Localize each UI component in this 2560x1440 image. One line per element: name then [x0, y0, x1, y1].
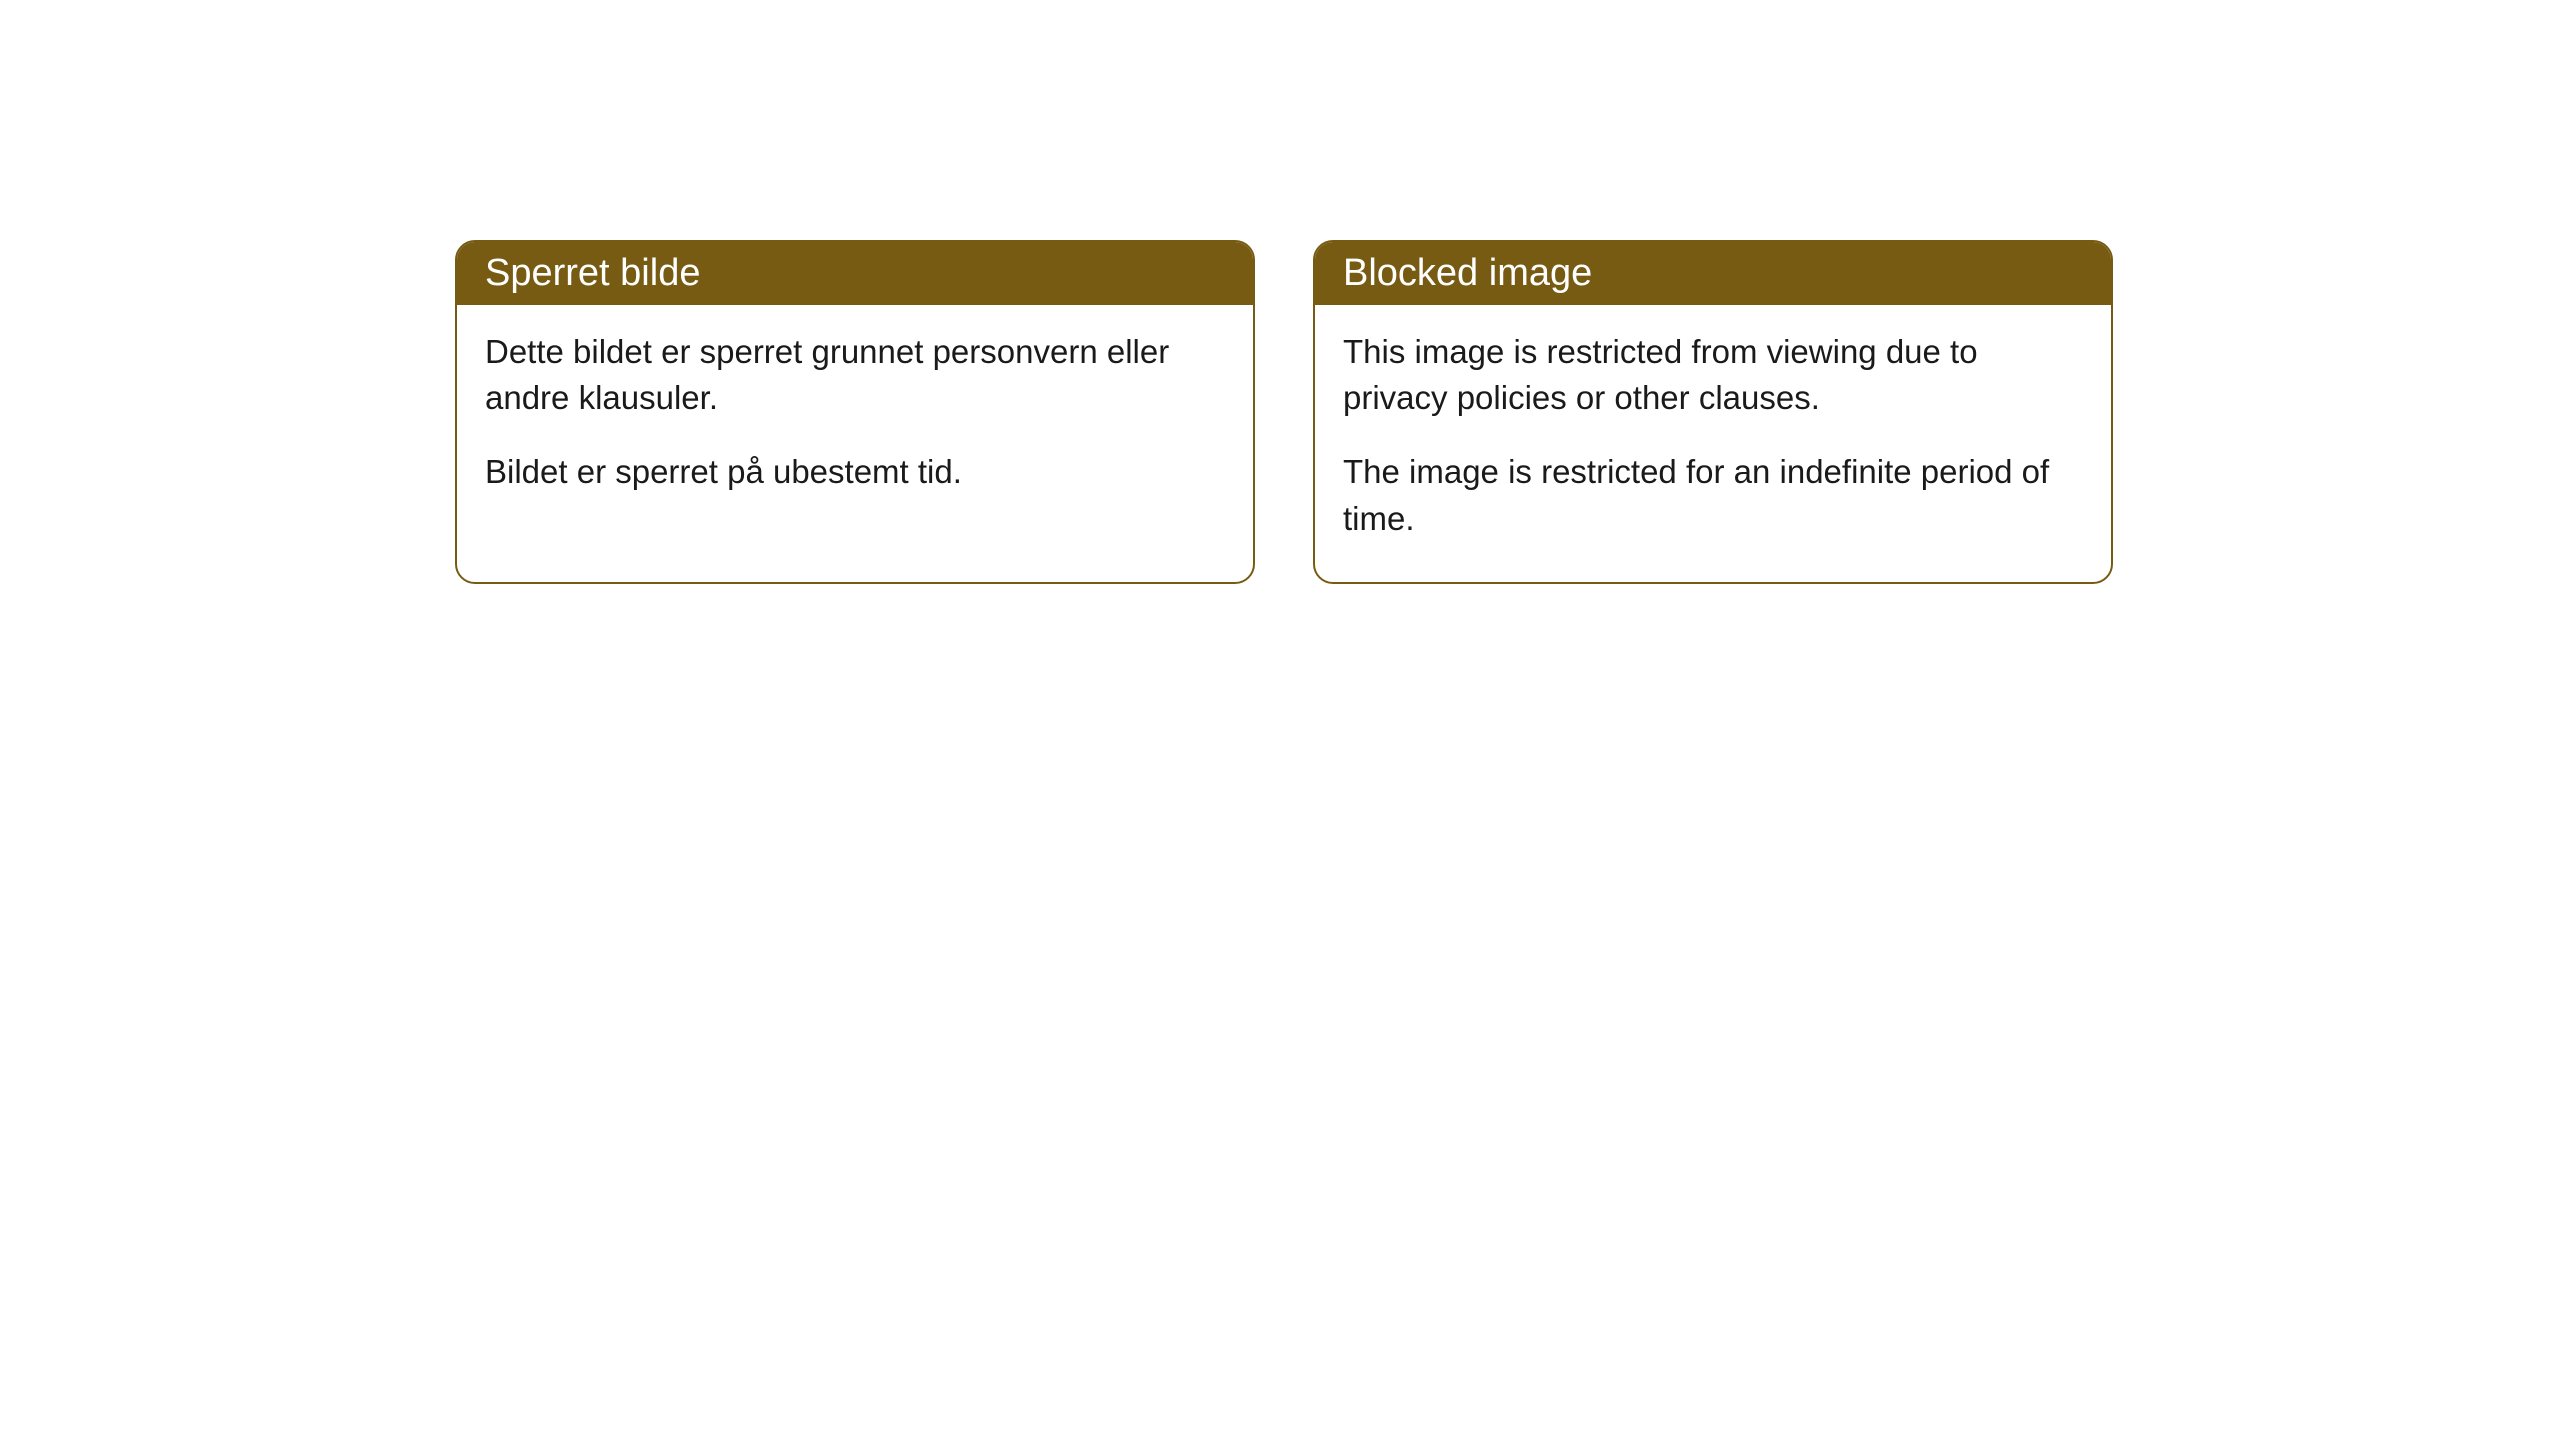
card-body: Dette bildet er sperret grunnet personve…: [457, 305, 1253, 536]
notice-card-english: Blocked image This image is restricted f…: [1313, 240, 2113, 584]
card-header: Sperret bilde: [457, 242, 1253, 305]
card-paragraph: Dette bildet er sperret grunnet personve…: [485, 329, 1225, 421]
card-header: Blocked image: [1315, 242, 2111, 305]
notice-cards-container: Sperret bilde Dette bildet er sperret gr…: [455, 240, 2113, 584]
card-paragraph: Bildet er sperret på ubestemt tid.: [485, 449, 1225, 495]
card-paragraph: The image is restricted for an indefinit…: [1343, 449, 2083, 541]
card-title: Blocked image: [1343, 252, 1592, 294]
notice-card-norwegian: Sperret bilde Dette bildet er sperret gr…: [455, 240, 1255, 584]
card-title: Sperret bilde: [485, 252, 700, 294]
card-body: This image is restricted from viewing du…: [1315, 305, 2111, 582]
card-paragraph: This image is restricted from viewing du…: [1343, 329, 2083, 421]
